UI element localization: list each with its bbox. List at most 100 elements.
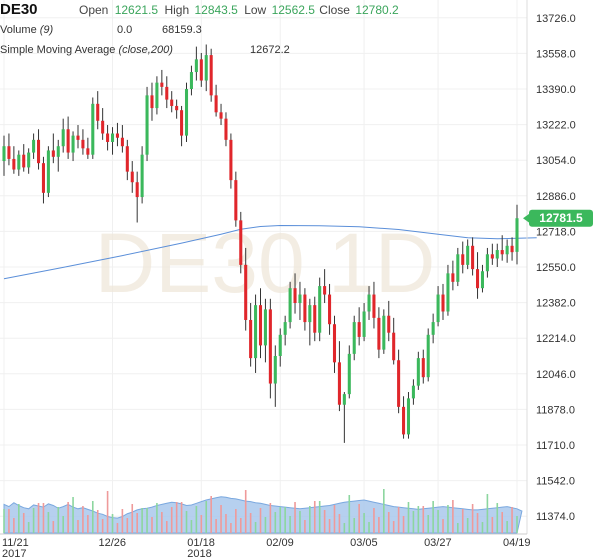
candle-body [115,133,119,138]
sma-layer [3,224,537,280]
volume-bar [3,509,5,533]
candle-body [160,82,164,87]
candle-body [397,360,401,407]
candle [61,118,65,153]
volume-bar [417,506,420,533]
candle [347,345,351,399]
candle [431,313,435,344]
candle-body [204,55,208,81]
candle [32,133,36,159]
y-axis: 13726.0 13558.0 13390.0 13222.0 13054.0 12886… [536,13,576,523]
candle [288,281,292,329]
x-tick-year-label: 2017 [2,548,26,558]
x-tick-label: 03/27 [424,537,452,549]
candle [402,396,406,439]
volume-bar [471,504,474,533]
volume-bar [230,523,232,533]
candle [392,317,396,365]
candle [500,235,504,261]
candle-body [268,309,272,384]
candle-body [446,273,450,312]
candle-body [76,135,80,140]
volume-bar [313,501,316,533]
candle-body [145,95,149,155]
candle [416,351,420,390]
volume-bar [249,513,252,533]
candle [36,129,41,170]
last-price-badge-pointer [523,213,530,224]
last-price-badge-text: 12781.5 [539,211,583,225]
candle-body [278,334,282,356]
candle-body [36,139,41,164]
volume-bar [387,512,390,533]
candle-body [27,152,31,168]
volume-bar [42,503,45,533]
volume-bar [343,523,346,533]
volume-bar [215,519,217,533]
candle-body [515,218,519,252]
candle-body [91,103,95,155]
volume-bar [427,515,430,533]
volume-bar [136,513,138,533]
candle-body [318,286,322,333]
candle [66,116,70,159]
volume-bar [383,489,385,533]
volume-bars [3,489,518,533]
candle-body [456,254,460,282]
candle [268,298,272,399]
volume-bar [62,516,64,533]
candle [451,260,455,291]
volume-bar [185,511,188,533]
ohlc-readout: Open 12621.5 High 12843.5 Low 12562.5 Cl… [79,3,399,17]
candle [7,133,11,166]
candle [495,243,499,267]
volume-bar [333,505,336,533]
volume-bar [8,509,10,533]
candle-body [96,103,100,121]
candle [130,161,134,193]
candle [263,298,267,363]
candle [372,281,376,329]
candle-body [263,309,267,346]
x-tick-label: 03/05 [350,537,378,549]
volume-bar [269,503,272,533]
candle-body [490,254,494,259]
volume-bar [486,494,489,533]
candle [515,204,519,265]
candle-body [273,356,277,384]
candle [81,129,85,155]
volume-bar [121,509,124,533]
candle-body [254,305,258,359]
volume-bar [373,508,375,533]
volume-bar [77,520,79,533]
candle [101,108,105,140]
candle [209,48,213,102]
volume-bar [437,510,439,533]
candle [485,247,489,278]
volume-bar [392,521,395,533]
volume-bar [264,517,267,533]
candle-body [46,150,50,193]
candle-body [332,324,337,363]
candle-body [441,294,445,312]
y-tick-label: 12382.0 [536,298,576,310]
volume-bar [156,503,158,533]
candle [362,303,366,342]
volume-bar [289,516,291,533]
volume-bar [491,517,494,533]
sma-value: 12672.2 [250,44,290,56]
candle [110,127,115,155]
candle-body [12,158,16,170]
candle [332,315,337,373]
x-tick-label: 12/26 [99,537,127,549]
volume-bar [358,504,360,533]
low-label: Low [244,3,267,17]
candle [229,133,233,189]
volume-bar [175,502,178,533]
candle [273,345,277,407]
y-tick-label: 11710.0 [536,440,575,452]
candle [2,135,6,176]
candle-body [293,288,297,304]
candle [411,379,415,405]
